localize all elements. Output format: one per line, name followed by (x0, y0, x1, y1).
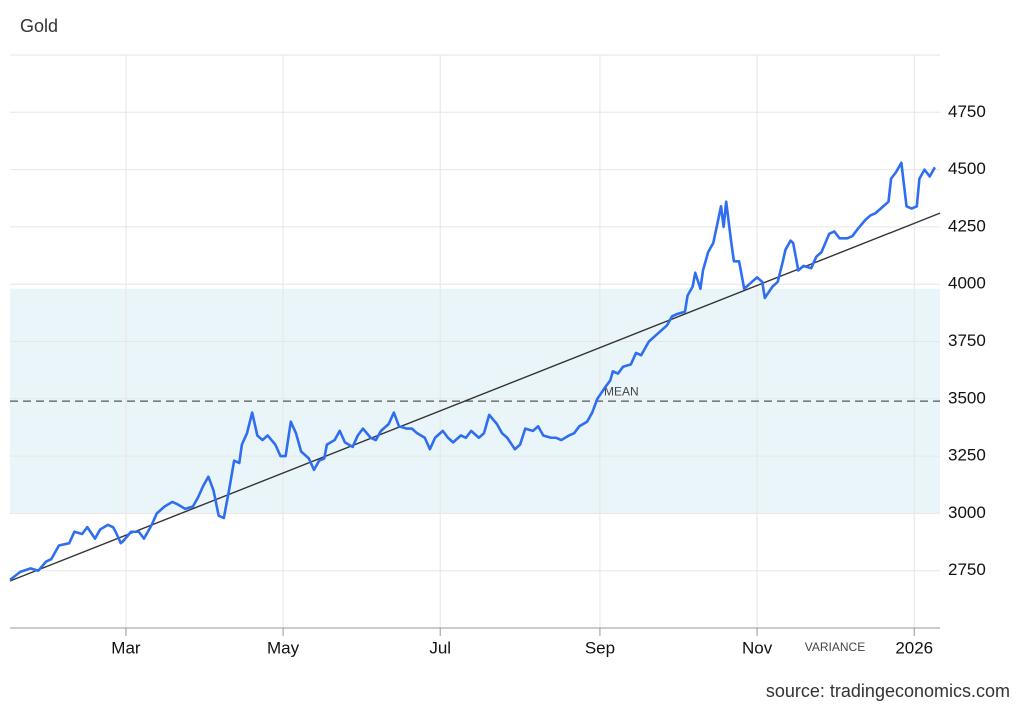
y-tick-label: 4500 (948, 159, 986, 178)
variance-band (10, 288, 940, 514)
x-tick-label: May (267, 638, 300, 657)
y-tick-label: 3500 (948, 388, 986, 407)
source: source: tradingeconomics.com (766, 681, 1010, 701)
y-tick-label: 3750 (948, 331, 986, 350)
x-tick-label: 2026 (895, 638, 933, 657)
y-tick-label: 3000 (948, 503, 986, 522)
price-line (9, 161, 936, 581)
y-tick-label: 2750 (948, 560, 986, 579)
chart-title: Gold (20, 16, 58, 36)
y-tick-label: 4250 (948, 216, 986, 235)
x-tick-label: Jul (429, 638, 451, 657)
y-tick-label: 4750 (948, 102, 986, 121)
trend-line (9, 212, 941, 582)
y-tick-label: 3250 (948, 446, 986, 465)
variance-label: VARIANCE (805, 640, 865, 654)
x-tick-label: Sep (585, 638, 615, 657)
x-tick-label: Nov (742, 638, 773, 657)
y-tick-label: 4000 (948, 274, 986, 293)
mean-label: MEAN (604, 384, 639, 398)
x-tick-label: Mar (111, 638, 141, 657)
